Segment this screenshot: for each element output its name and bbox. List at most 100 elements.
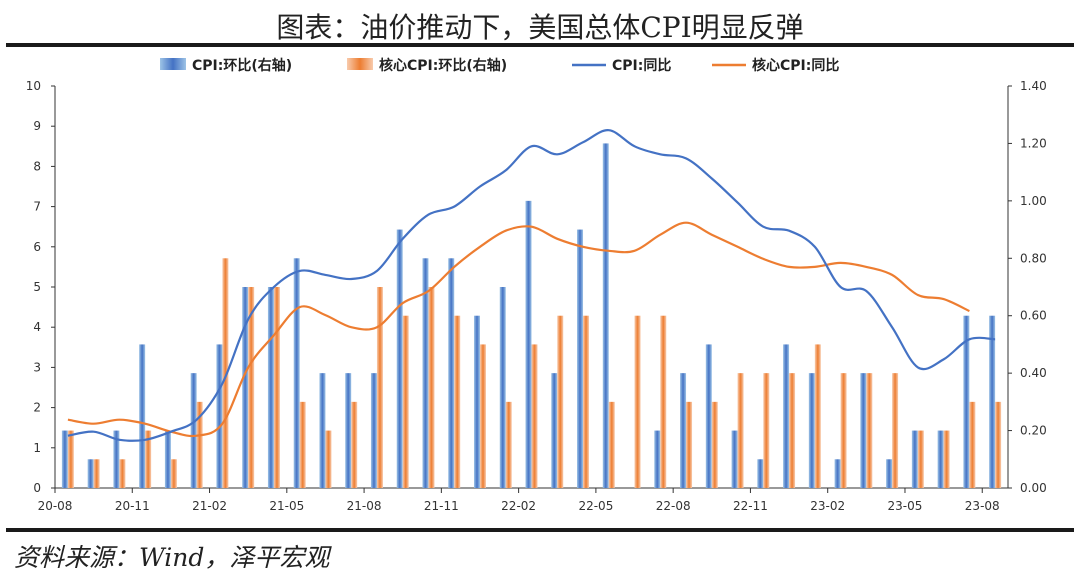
bar-core-cpi-mom (248, 287, 255, 488)
x-tick-label: 21-08 (347, 499, 382, 513)
bar-core-cpi-mom (67, 430, 74, 488)
chart-canvas: 0 1 2 3 4 5 6 7 8 9 10 0.00 0.20 0.40 0.60 0.80 1.00 1.20… (26, 57, 1047, 513)
bar-cpi-mom (190, 373, 197, 488)
bar-cpi-mom (267, 287, 274, 488)
bar-cpi-mom (87, 459, 94, 488)
bar-core-cpi-mom (583, 315, 590, 488)
bar-cpi-mom (396, 229, 403, 489)
bar-core-cpi-mom (145, 430, 152, 488)
x-tick-label: 22-08 (656, 499, 691, 513)
bar-cpi-mom (860, 373, 867, 488)
y-left-tick-label: 8 (33, 159, 41, 173)
bar-cpi-mom (577, 229, 584, 489)
legend-swatch-cpi-mom (160, 58, 186, 70)
x-tick-label: 22-02 (501, 499, 536, 513)
bar-cpi-mom (422, 258, 429, 488)
x-tick-label: 20-08 (38, 499, 73, 513)
bar-cpi-mom (989, 315, 996, 488)
y-left-tick-label: 10 (26, 79, 41, 93)
y-right-tick-label: 0.80 (1020, 251, 1047, 265)
bar-cpi-mom (164, 430, 171, 488)
bar-core-cpi-mom (351, 401, 358, 488)
bar-core-cpi-mom (454, 315, 461, 488)
bottom-rule (6, 528, 1074, 532)
legend-label-cpi-yoy: CPI:同比 (612, 57, 671, 74)
bar-cpi-mom (525, 200, 532, 488)
x-tick-label: 23-02 (810, 499, 845, 513)
bar-cpi-mom (448, 258, 455, 488)
bar-core-cpi-mom (376, 287, 383, 488)
y-left-tick-label: 2 (33, 401, 41, 415)
bar-cpi-mom (499, 287, 506, 488)
chart-title: 图表：油价推动下，美国总体CPI明显反弹 (276, 11, 804, 44)
y-left-tick-label: 0 (33, 481, 41, 495)
bar-core-cpi-mom (402, 315, 409, 488)
x-tick-label: 23-05 (888, 499, 923, 513)
bar-core-cpi-mom (892, 373, 899, 488)
bar-cpi-mom (911, 430, 918, 488)
bar-core-cpi-mom (660, 315, 667, 488)
x-tick-label: 21-11 (424, 499, 459, 513)
bar-core-cpi-mom (995, 401, 1002, 488)
bar-cpi-mom (963, 315, 970, 488)
bar-cpi-mom (757, 459, 764, 488)
bar-core-cpi-mom (737, 373, 744, 488)
y-left-tick-label: 3 (33, 360, 41, 374)
bar-cpi-mom (783, 344, 790, 488)
y-right-tick-label: 1.40 (1020, 79, 1047, 93)
bar-cpi-mom (61, 430, 68, 488)
bar-cpi-mom (886, 459, 893, 488)
bar-cpi-mom (139, 344, 146, 488)
bar-core-cpi-mom (196, 401, 203, 488)
source-note: 资料来源：Wind，泽平宏观 (14, 543, 330, 572)
legend-label-core-yoy: 核心CPI:同比 (752, 57, 839, 74)
bar-core-cpi-mom (608, 401, 615, 488)
bar-core-cpi-mom (93, 459, 100, 488)
bar-cpi-mom (473, 315, 480, 488)
bar-core-cpi-mom (119, 459, 126, 488)
bar-core-cpi-mom (170, 459, 177, 488)
x-tick-label: 20-11 (115, 499, 150, 513)
bar-cpi-mom (319, 373, 326, 488)
bar-cpi-mom (242, 287, 249, 488)
bar-core-cpi-mom (711, 401, 718, 488)
top-rule (6, 43, 1074, 47)
legend-label-core-mom: 核心CPI:环比(右轴) (379, 57, 507, 74)
line-cpi-yoy (67, 129, 996, 442)
x-tick-label: 22-05 (578, 499, 613, 513)
bar-cpi-mom (551, 373, 558, 488)
y-right-tick-label: 0.40 (1020, 366, 1047, 380)
bar-core-cpi-mom (943, 430, 950, 488)
bar-core-cpi-mom (428, 287, 435, 488)
bar-cpi-mom (602, 143, 609, 488)
bar-core-cpi-mom (634, 315, 641, 488)
y-left-tick-label: 4 (33, 320, 41, 334)
bar-core-cpi-mom (479, 344, 486, 488)
legend-swatch-core-mom (347, 58, 373, 70)
bar-core-cpi-mom (557, 315, 564, 488)
bar-cpi-mom (345, 373, 352, 488)
x-tick-label: 23-08 (965, 499, 1000, 513)
x-tick-label: 22-11 (733, 499, 768, 513)
bar-cpi-mom (293, 258, 300, 488)
legend-label-cpi-mom: CPI:环比(右轴) (192, 57, 292, 74)
y-left-tick-label: 7 (33, 200, 41, 214)
bar-core-cpi-mom (273, 287, 280, 488)
x-tick-label: 21-02 (192, 499, 227, 513)
y-left-tick-label: 5 (33, 280, 41, 294)
bar-cpi-mom (808, 373, 815, 488)
y-right-tick-label: 0.60 (1020, 309, 1047, 323)
bar-core-cpi-mom (866, 373, 873, 488)
bar-core-cpi-mom (840, 373, 847, 488)
bar-core-cpi-mom (789, 373, 796, 488)
y-right-tick-label: 1.20 (1020, 136, 1047, 150)
y-left-tick-label: 9 (33, 119, 41, 133)
bar-cpi-mom (370, 373, 377, 488)
y-right-tick-label: 0.00 (1020, 481, 1047, 495)
y-left-tick-label: 1 (33, 441, 41, 455)
y-left-tick-label: 6 (33, 240, 41, 254)
bar-core-cpi-mom (325, 430, 332, 488)
bar-cpi-mom (705, 344, 712, 488)
bar-cpi-mom (216, 344, 223, 488)
bar-cpi-mom (834, 459, 841, 488)
